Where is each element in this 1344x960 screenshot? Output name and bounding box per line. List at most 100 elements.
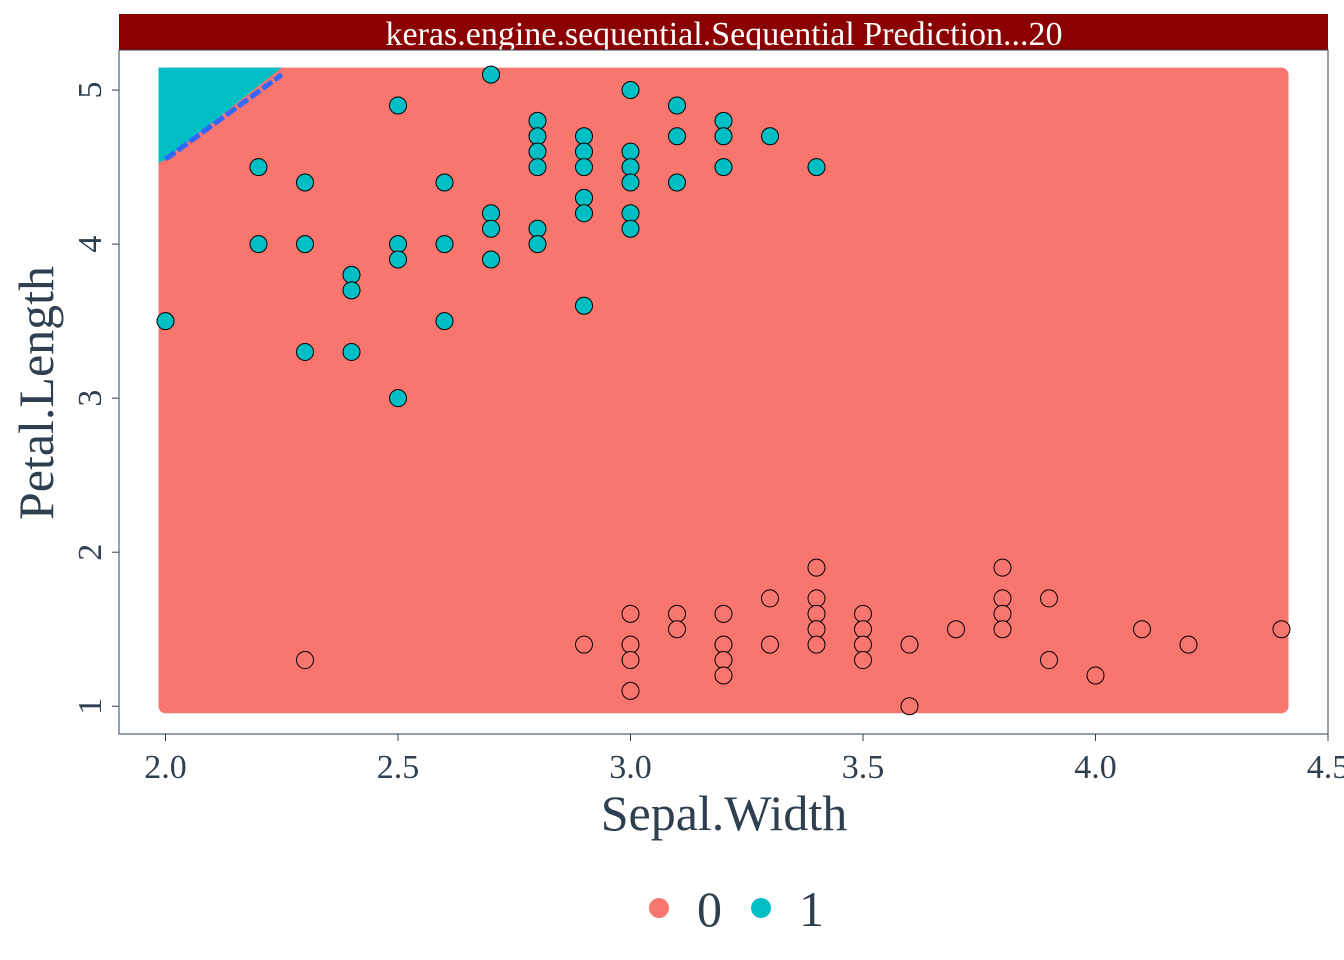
point-class-1 [482,65,500,84]
point-class-0 [621,635,640,654]
point-class-1 [575,158,593,177]
point-class-1 [342,265,361,284]
legend: 0 1 [649,881,824,937]
point-class-1 [435,312,454,331]
point-class-1 [575,188,593,207]
y-axis-label: Petal.Length [8,266,64,520]
point-class-1 [249,235,268,254]
point-class-0 [621,604,640,623]
point-class-1 [389,389,407,408]
x-axis-label: Sepal.Width [601,785,848,841]
point-class-1 [575,142,593,161]
point-class-1 [482,250,500,269]
point-class-1 [621,173,640,192]
point-class-0 [621,681,640,700]
point-class-1 [621,81,640,100]
point-class-1 [342,281,361,300]
point-class-1 [435,173,454,192]
point-class-0 [993,558,1012,577]
point-class-0 [1179,635,1198,654]
point-class-0 [993,620,1012,639]
point-class-1 [249,158,268,177]
point-class-0 [668,604,686,623]
point-class-1 [296,235,314,254]
point-class-0 [621,651,640,670]
point-class-1 [714,111,733,130]
point-class-0 [854,635,872,654]
legend-swatch-0 [649,898,669,918]
point-class-1 [528,127,547,146]
point-class-1 [389,250,407,269]
point-class-0 [668,620,686,639]
point-class-0 [714,666,733,685]
point-class-1 [807,158,826,177]
point-class-0 [761,635,779,654]
boundary-line [164,72,284,162]
point-class-1 [621,142,640,161]
point-class-1 [575,296,593,315]
point-class-0 [1040,651,1058,670]
point-class-1 [668,173,686,192]
point-class-1 [714,158,733,177]
x-tick-label: 4.0 [1074,749,1117,786]
y-tick-label: 2 [72,544,109,561]
point-class-1 [156,312,175,331]
point-class-0 [714,635,733,654]
point-class-0 [761,589,779,608]
point-class-1 [621,158,640,177]
point-class-1 [435,235,454,254]
x-tick-label: 3.0 [609,749,652,786]
point-class-0 [1133,620,1151,639]
point-class-1 [296,342,314,361]
point-class-1 [296,173,314,192]
x-tick-label: 2.0 [144,749,187,786]
point-class-1 [575,127,593,146]
point-class-1 [668,127,686,146]
point-class-0 [807,620,826,639]
point-class-1 [528,158,547,177]
point-class-0 [714,604,733,623]
y-tick-label: 4 [72,236,109,253]
point-class-1 [668,96,686,115]
y-tick-label: 3 [72,390,109,407]
point-class-1 [342,342,361,361]
chart-title: keras.engine.sequential.Sequential Predi… [386,16,1063,53]
point-class-0 [1272,620,1291,639]
point-class-0 [900,635,919,654]
point-class-1 [528,111,547,130]
x-tick-label: 3.5 [842,749,885,786]
point-class-1 [621,204,640,223]
point-class-0 [993,604,1012,623]
point-class-1 [528,142,547,161]
point-class-1 [482,219,500,238]
point-class-1 [714,127,733,146]
x-tick-label: 2.5 [377,749,420,786]
point-class-1 [528,235,547,254]
point-class-1 [528,219,547,238]
y-tick-label: 5 [72,82,109,99]
x-axis: 2.0 2.5 3.0 3.5 4.0 4.5 [144,734,1344,786]
legend-label-0: 0 [697,881,722,937]
point-class-0 [575,635,593,654]
point-class-0 [900,697,919,716]
point-class-0 [947,620,965,639]
point-class-1 [621,219,640,238]
data-points [156,65,1291,716]
point-class-0 [807,635,826,654]
region-class-0 [158,67,1289,714]
point-class-0 [854,651,872,670]
point-class-0 [1086,666,1105,685]
y-tick-label: 1 [72,698,109,715]
point-class-1 [761,127,779,146]
point-class-0 [854,620,872,639]
decision-boundary [164,72,284,162]
point-class-1 [389,235,407,254]
legend-swatch-1 [751,898,771,918]
point-class-0 [993,589,1012,608]
point-class-0 [807,604,826,623]
point-class-1 [482,204,500,223]
point-class-0 [714,651,733,670]
point-class-0 [807,589,826,608]
point-class-1 [389,96,407,115]
